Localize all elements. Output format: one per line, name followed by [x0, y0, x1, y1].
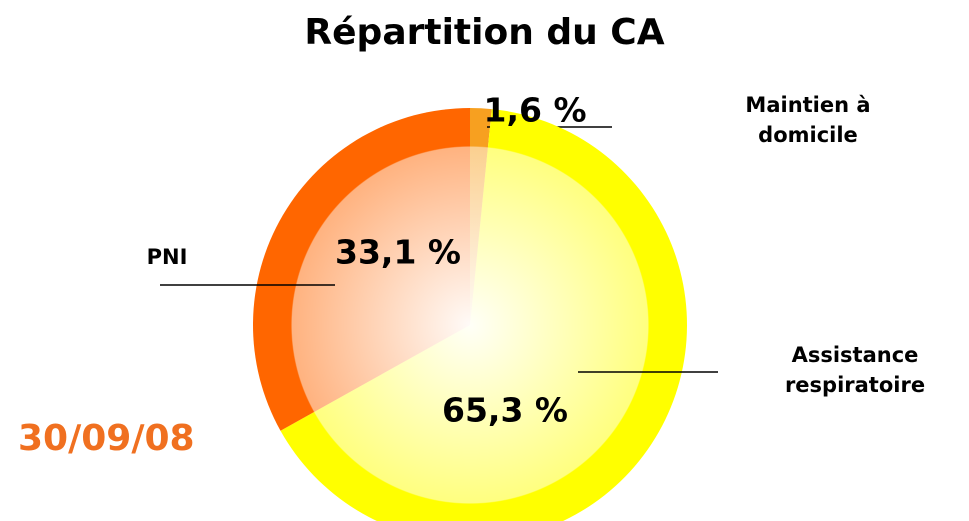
pie-slice [470, 108, 492, 325]
pie-slice [253, 108, 470, 431]
slice-name: Assistance respiratoire [784, 343, 926, 397]
slice-name: PNI [146, 245, 188, 269]
value-label: 33,1 % [335, 232, 461, 272]
annotation: 30/09/08 [18, 418, 195, 459]
value-label: 65,3 % [442, 390, 568, 430]
chart-title: Répartition du CA [304, 12, 665, 53]
value-label: 1,6 % [483, 90, 587, 130]
pie-slice [280, 109, 687, 521]
slice-name: Maintien à domicile [745, 93, 871, 147]
